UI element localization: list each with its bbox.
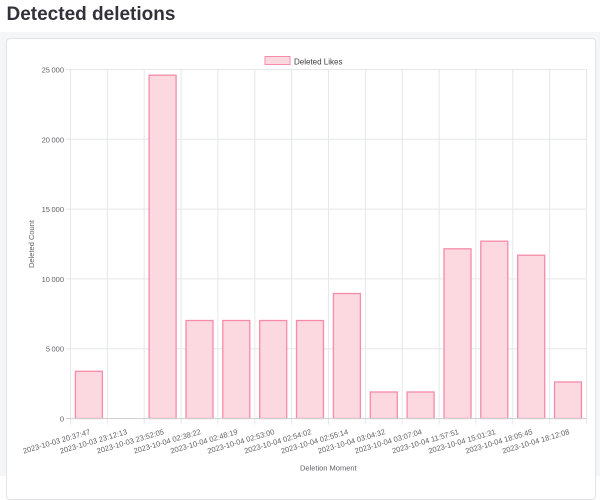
svg-text:25 000: 25 000 (42, 66, 64, 75)
svg-text:Deleted Likes: Deleted Likes (294, 57, 342, 66)
svg-text:5 000: 5 000 (46, 345, 64, 354)
svg-text:Deletion Moment: Deletion Moment (300, 464, 358, 473)
svg-text:Deleted Count: Deleted Count (27, 219, 36, 268)
svg-text:0: 0 (60, 415, 64, 424)
svg-text:20 000: 20 000 (42, 135, 64, 144)
svg-text:10 000: 10 000 (42, 275, 64, 284)
svg-text:15 000: 15 000 (42, 205, 64, 214)
